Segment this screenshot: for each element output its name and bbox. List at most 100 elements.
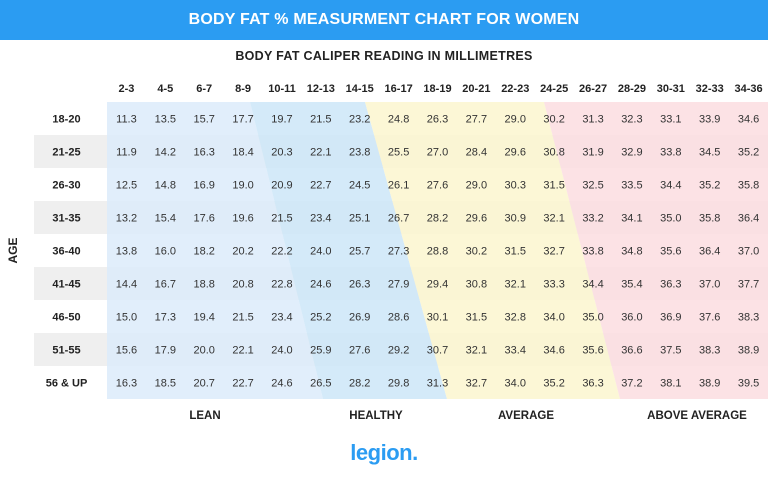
table-cell: 24.6 (271, 378, 292, 390)
table-cell: 20.9 (271, 180, 292, 192)
table-cell: 34.0 (505, 378, 526, 390)
row-label: 21-25 (52, 147, 80, 159)
header-row-bg (34, 74, 768, 102)
table-cell: 33.8 (660, 147, 681, 159)
table-cell: 19.7 (271, 114, 292, 126)
table-cell: 27.0 (427, 147, 448, 159)
legion-logo: legion. (0, 440, 768, 466)
table-cell: 30.3 (505, 180, 526, 192)
table-cell: 13.2 (116, 213, 137, 225)
table-cell: 28.6 (388, 312, 409, 324)
table-cell: 36.3 (582, 378, 603, 390)
table-cell: 32.3 (621, 114, 642, 126)
table-cell: 32.7 (466, 378, 487, 390)
column-header: 16-17 (385, 83, 413, 95)
table-cell: 35.8 (738, 180, 759, 192)
table-cell: 16.7 (155, 279, 176, 291)
table-cell: 14.4 (116, 279, 137, 291)
table-cell: 29.4 (427, 279, 448, 291)
table-cell: 34.1 (621, 213, 642, 225)
table-cell: 15.7 (193, 114, 214, 126)
table-cell: 33.8 (582, 246, 603, 258)
logo-dot: . (412, 440, 418, 465)
table-cell: 34.5 (699, 147, 720, 159)
table-cell: 15.0 (116, 312, 137, 324)
table-cell: 33.3 (543, 279, 564, 291)
column-header: 34-36 (734, 83, 762, 95)
table-cell: 32.5 (582, 180, 603, 192)
table-cell: 33.1 (660, 114, 681, 126)
table-cell: 22.7 (310, 180, 331, 192)
table-cell: 26.9 (349, 312, 370, 324)
row-label: 31-35 (52, 213, 80, 225)
table-cell: 24.5 (349, 180, 370, 192)
table-cell: 20.3 (271, 147, 292, 159)
table-cell: 32.1 (543, 213, 564, 225)
logo-text: legion (350, 440, 413, 465)
table-cell: 26.7 (388, 213, 409, 225)
table-cell: 30.9 (505, 213, 526, 225)
table-cell: 31.5 (466, 312, 487, 324)
table-cell: 17.7 (232, 114, 253, 126)
table-cell: 19.4 (193, 312, 214, 324)
row-label: 46-50 (52, 312, 80, 324)
table-cell: 37.7 (738, 279, 759, 291)
average-zone (365, 102, 620, 399)
table-cell: 17.9 (155, 345, 176, 357)
healthy-zone (250, 102, 447, 399)
table-cell: 14.2 (155, 147, 176, 159)
table-cell: 34.0 (543, 312, 564, 324)
above-average-zone (544, 102, 768, 399)
table-cell: 34.4 (582, 279, 603, 291)
table-cell: 21.5 (271, 213, 292, 225)
table-cell: 31.5 (543, 180, 564, 192)
table-cell: 38.9 (699, 378, 720, 390)
table-cell: 20.0 (193, 345, 214, 357)
table-cell: 35.6 (660, 246, 681, 258)
table-cell: 37.0 (699, 279, 720, 291)
table-cell: 11.9 (116, 147, 137, 159)
table-cell: 34.6 (738, 114, 759, 126)
table-cell: 22.8 (271, 279, 292, 291)
column-header: 2-3 (118, 83, 134, 95)
age-axis-label: AGE (6, 237, 20, 263)
table-cell: 30.8 (543, 147, 564, 159)
table-cell: 22.1 (310, 147, 331, 159)
table-cell: 38.9 (738, 345, 759, 357)
row-label: 26-30 (52, 180, 80, 192)
table-cell: 20.8 (232, 279, 253, 291)
table-cell: 23.4 (271, 312, 292, 324)
table-cell: 23.8 (349, 147, 370, 159)
table-cell: 26.3 (349, 279, 370, 291)
table-cell: 29.6 (505, 147, 526, 159)
table-cell: 27.6 (427, 180, 448, 192)
table-cell: 33.5 (621, 180, 642, 192)
table-cell: 35.6 (582, 345, 603, 357)
table-cell: 27.7 (466, 114, 487, 126)
table-cell: 15.4 (155, 213, 176, 225)
table-cell: 37.2 (621, 378, 642, 390)
column-header: 20-21 (462, 83, 490, 95)
table-cell: 24.6 (310, 279, 331, 291)
table-cell: 35.8 (699, 213, 720, 225)
table-cell: 23.2 (349, 114, 370, 126)
column-header: 10-11 (268, 83, 296, 95)
table-cell: 24.0 (271, 345, 292, 357)
table-cell: 34.4 (660, 180, 681, 192)
column-header: 22-23 (501, 83, 529, 95)
table-cell: 37.0 (738, 246, 759, 258)
table-cell: 18.5 (155, 378, 176, 390)
column-header: 14-15 (346, 83, 374, 95)
row-label: 18-20 (52, 114, 80, 126)
category-label: ABOVE AVERAGE (647, 410, 747, 422)
category-label: AVERAGE (498, 410, 554, 422)
table-cell: 32.7 (543, 246, 564, 258)
table-cell: 31.3 (582, 114, 603, 126)
table-cell: 36.3 (660, 279, 681, 291)
table-cell: 35.4 (621, 279, 642, 291)
table-cell: 36.4 (738, 213, 759, 225)
table-cell: 25.9 (310, 345, 331, 357)
column-header: 26-27 (579, 83, 607, 95)
table-cell: 26.3 (427, 114, 448, 126)
